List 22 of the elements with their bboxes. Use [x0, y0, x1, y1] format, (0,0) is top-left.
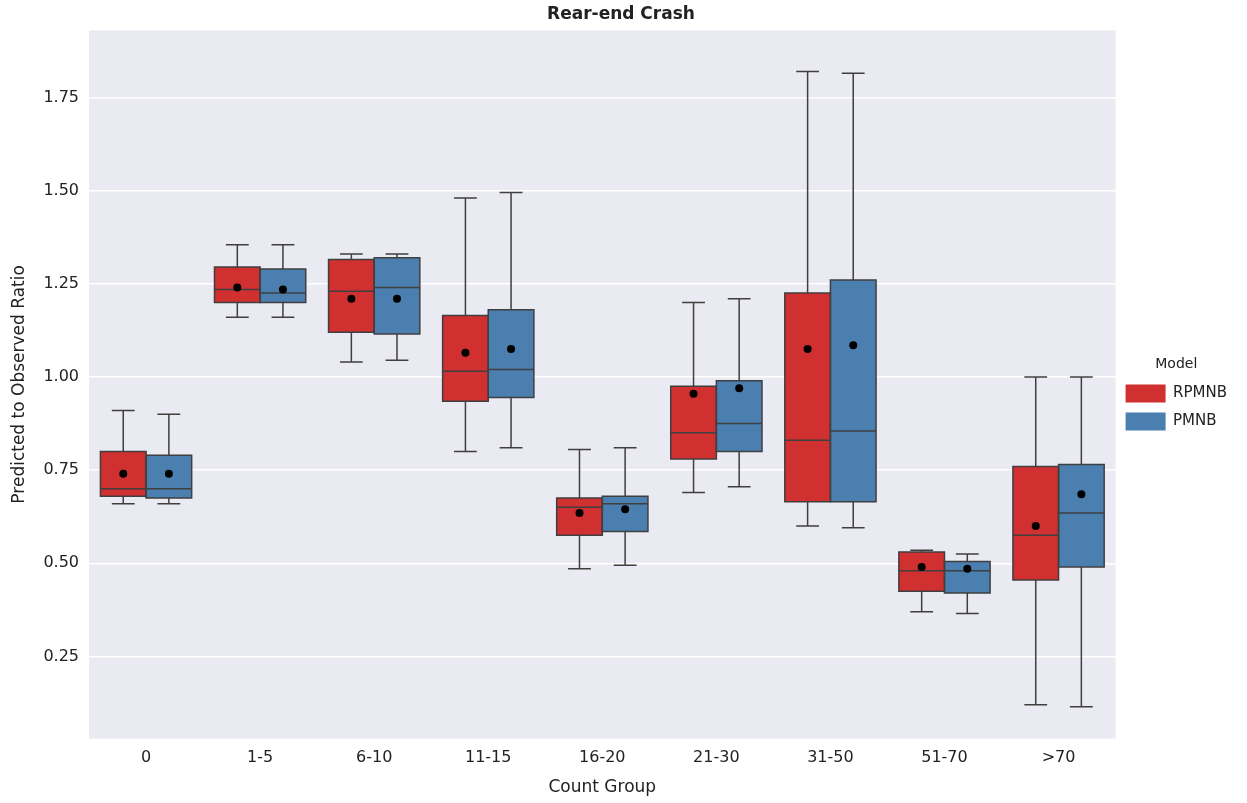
x-tick-label: 6-10	[356, 747, 393, 767]
y-axis-title: Predicted to Observed Ratio	[7, 265, 28, 504]
x-tick-label: 11-15	[464, 747, 512, 767]
x-tick-label: 16-20	[579, 747, 626, 767]
legend-label: RPMNB	[1173, 383, 1227, 402]
x-tick-label: 1-5	[247, 747, 274, 767]
x-tick-label: 51-70	[921, 747, 968, 767]
y-tick-label: 1.25	[43, 272, 80, 292]
x-tick-label: >70	[1041, 747, 1076, 767]
y-tick-label: 1.50	[43, 179, 80, 199]
x-tick-label: 0	[140, 747, 152, 767]
y-tick-label: 0.50	[43, 552, 80, 572]
y-tick-label: 1.75	[43, 86, 80, 106]
legend-title: Model	[1155, 355, 1198, 372]
x-tick-label: 21-30	[693, 747, 740, 767]
x-axis-title: Count Group	[548, 776, 657, 797]
legend-label: PMNB	[1173, 411, 1217, 430]
x-tick-label: 31-50	[807, 747, 854, 767]
chart-title: Rear-end Crash	[547, 2, 695, 23]
y-tick-label: 0.75	[43, 459, 80, 479]
y-tick-label: 1.00	[43, 366, 80, 386]
y-tick-label: 0.25	[43, 645, 80, 665]
